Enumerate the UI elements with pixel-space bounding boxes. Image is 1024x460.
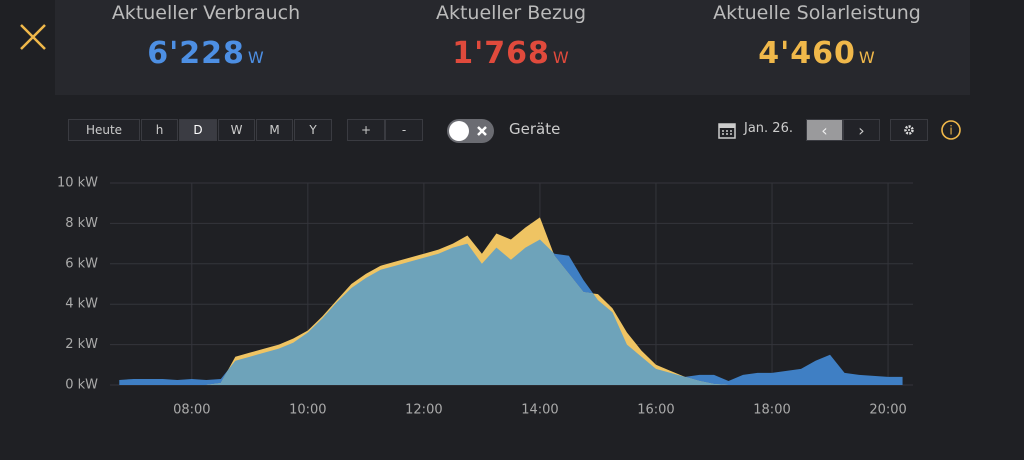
x-tick-label: 12:00 [405, 403, 442, 418]
stat: Aktueller Verbrauch 6'228 W [56, 0, 356, 71]
stat-value: 1'768 W [361, 36, 661, 71]
area [119, 239, 903, 385]
stat-number: 4'460 [758, 36, 856, 71]
stat: Aktuelle Solarleistung 4'460 W [667, 0, 967, 71]
date: Jan. 26. [744, 121, 793, 136]
y-tick-label: 6 kW [65, 256, 98, 271]
zoom-in[interactable]: + [347, 119, 385, 141]
range-button[interactable]: D [179, 119, 217, 141]
stat-unit: W [858, 48, 876, 67]
gear-icon [904, 125, 914, 135]
toggle-label: Geräte [509, 120, 561, 138]
stat-number: 1'768 [452, 36, 550, 71]
zoom-out[interactable]: - [385, 119, 423, 141]
stat-number: 6'228 [147, 36, 245, 71]
stat-unit: W [247, 48, 265, 67]
stat-value: 4'460 W [667, 36, 967, 71]
x-tick-label: 20:00 [869, 403, 906, 418]
x-tick-label: 08:00 [173, 403, 210, 418]
info-icon[interactable]: i [940, 119, 962, 141]
x-tick-label: 14:00 [521, 403, 558, 418]
range-button[interactable]: Y [294, 119, 332, 141]
area [119, 217, 903, 385]
y-tick-label: 2 kW [65, 337, 98, 352]
next-button[interactable]: › [843, 119, 880, 141]
overlap-area [119, 239, 903, 385]
prev-button[interactable]: ‹ [806, 119, 843, 141]
range-button[interactable]: Heute [68, 119, 140, 141]
range-button[interactable]: M [256, 119, 293, 141]
stat-value: 6'228 W [56, 36, 356, 71]
stat-unit: W [552, 48, 570, 67]
y-tick-label: 8 kW [65, 216, 98, 231]
x-tick-label: 16:00 [637, 403, 674, 418]
range-button[interactable]: W [218, 119, 255, 141]
stat-label: Aktueller Bezug [435, 2, 587, 24]
info-text: i [949, 124, 952, 138]
y-tick-label: 4 kW [65, 297, 98, 312]
close-icon[interactable] [18, 22, 48, 52]
y-tick-label: 0 kW [65, 378, 98, 393]
x-tick-label: 10:00 [289, 403, 326, 418]
range-button[interactable]: h [141, 119, 178, 141]
y-tick-label: 10 kW [57, 176, 98, 191]
calendar-icon[interactable] [718, 121, 736, 139]
x-tick-label: 18:00 [753, 403, 790, 418]
toggle[interactable] [446, 118, 496, 144]
stat-label: Aktuelle Solarleistung [713, 2, 921, 24]
stat-label: Aktueller Verbrauch [111, 2, 301, 24]
stat: Aktueller Bezug 1'768 W [361, 0, 661, 71]
settings-button[interactable] [890, 119, 928, 141]
stats-panel: Aktueller Verbrauch 6'228 W Aktueller Bezu… [55, 0, 970, 95]
